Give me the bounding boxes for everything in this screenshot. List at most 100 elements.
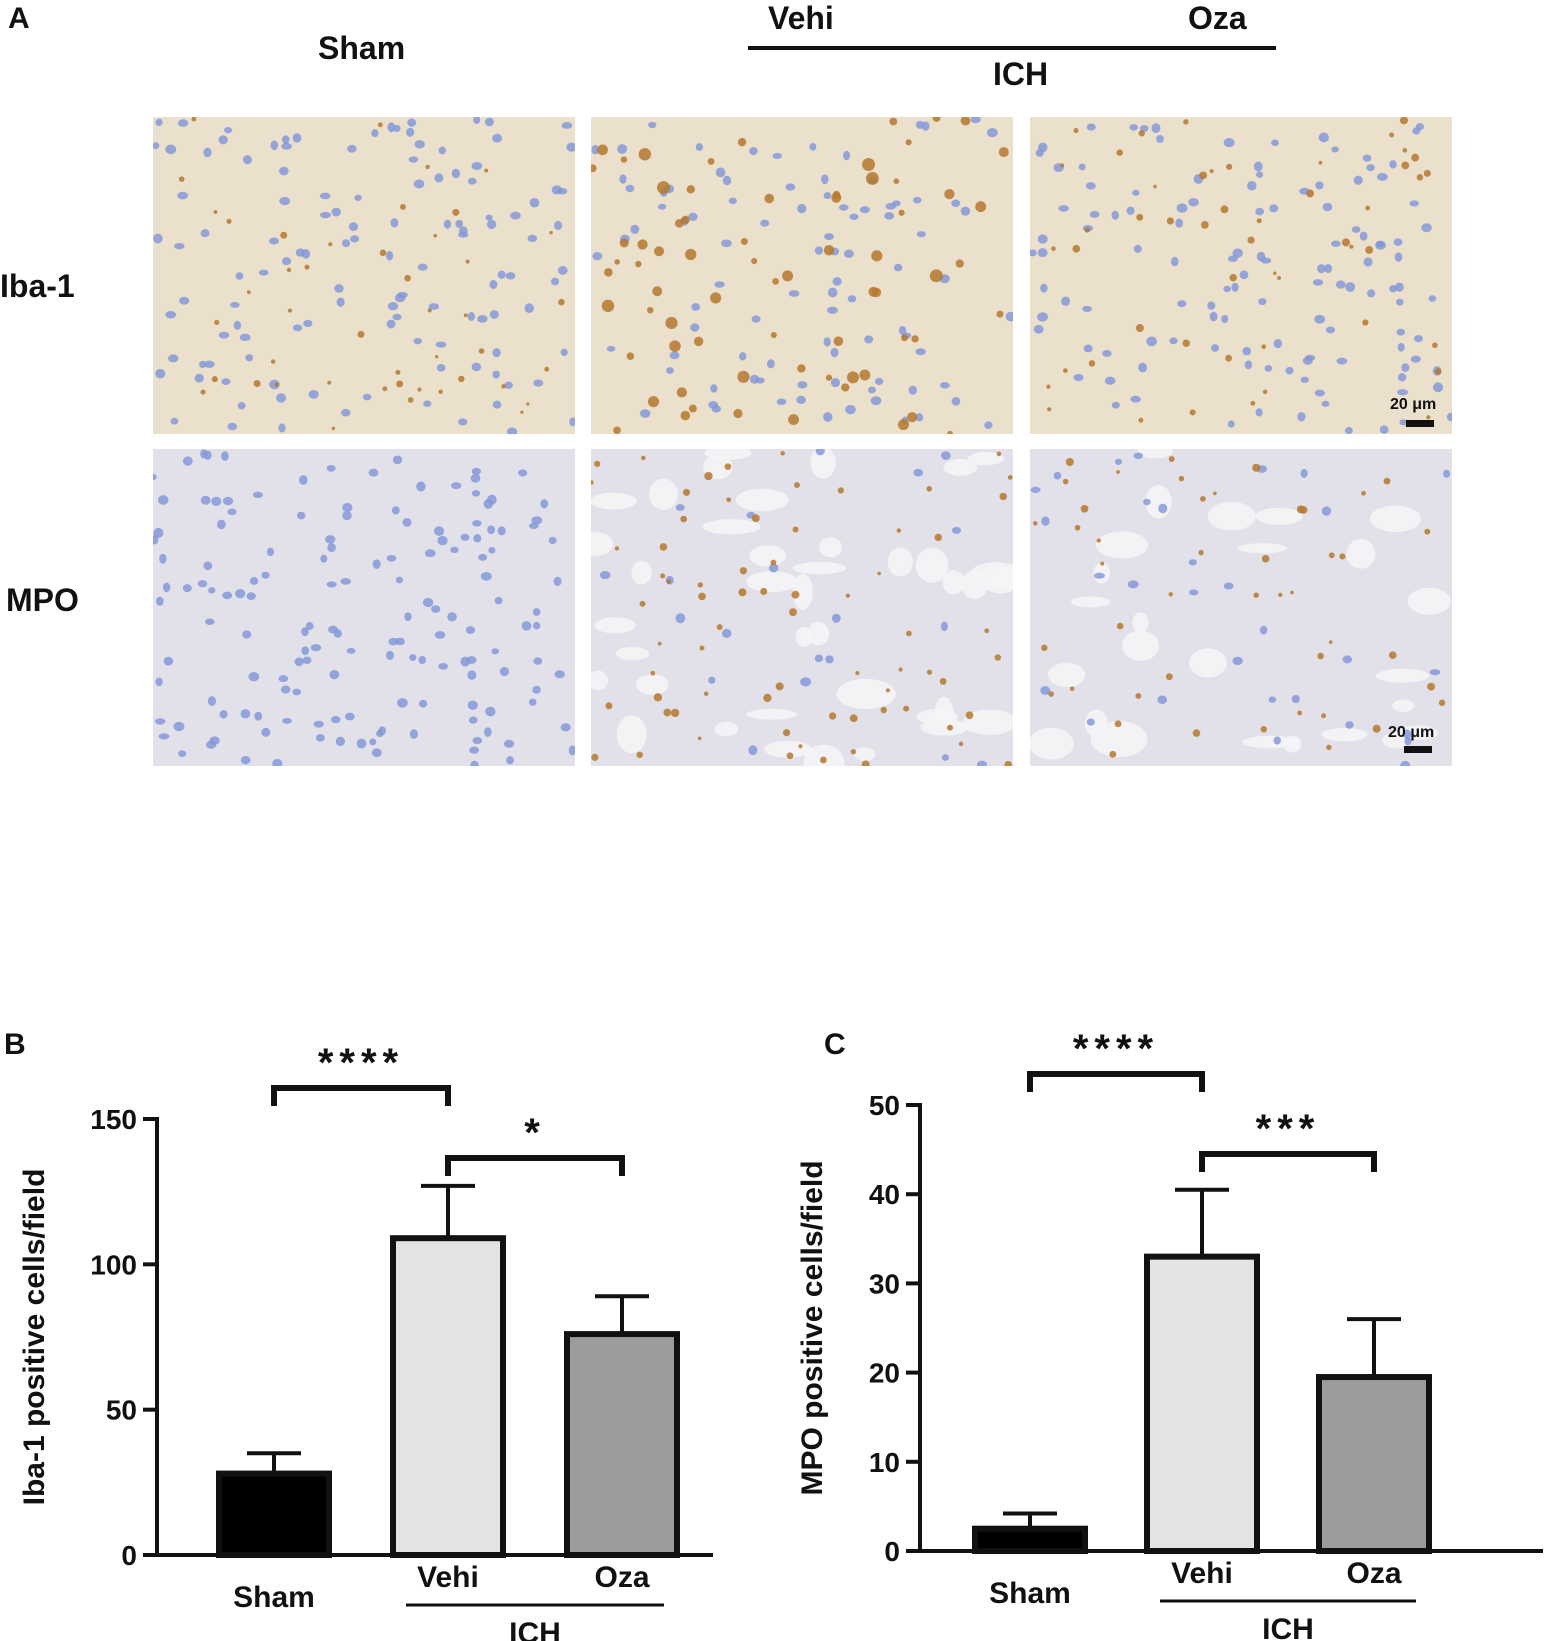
ich-group-label: ICH bbox=[509, 1617, 561, 1641]
micrograph-vehi-mpo-nucleus bbox=[941, 754, 949, 761]
micrograph-sham-iba1-nucleus bbox=[334, 284, 344, 293]
micrograph-vehi-iba1-stained-cell bbox=[905, 139, 912, 146]
micrograph-oza-mpo-nucleus bbox=[1291, 694, 1300, 704]
micrograph-vehi-mpo-nucleus bbox=[815, 449, 825, 456]
micrograph-sham-mpo-nucleus bbox=[372, 559, 381, 569]
micrograph-vehi-mpo-stained-cell bbox=[697, 736, 702, 741]
micrograph-oza-mpo-nucleus bbox=[1342, 655, 1353, 664]
significance-bracket bbox=[1199, 1151, 1377, 1172]
micrograph-vehi-mpo-stained-cell bbox=[1004, 760, 1013, 766]
micrograph-oza-mpo-nucleus bbox=[1041, 516, 1050, 526]
micrograph-vehi-mpo-stained-cell bbox=[820, 756, 827, 764]
micrograph-vehi-mpo-nucleus bbox=[748, 745, 758, 756]
micrograph-vehi-iba1-stained-cell bbox=[947, 430, 953, 434]
micrograph-vehi-iba1-nucleus bbox=[592, 252, 603, 261]
micrograph-vehi-iba1-stained-cell bbox=[601, 299, 615, 313]
micrograph-vehi-mpo-nucleus bbox=[599, 570, 611, 580]
micrograph-oza-mpo-clear-area bbox=[1047, 662, 1086, 688]
micrograph-vehi-iba1-stained-cell bbox=[620, 156, 628, 163]
micrograph-sham-iba1-nucleus bbox=[417, 263, 428, 271]
row-label-mpo: MPO bbox=[6, 582, 79, 618]
micrograph-oza-mpo-stained-cell bbox=[1383, 477, 1391, 485]
micrograph-oza-iba1-nucleus bbox=[1207, 301, 1216, 310]
micrograph-oza-iba1-stained-cell bbox=[1349, 244, 1354, 249]
micrograph-oza-iba1-nucleus bbox=[1336, 357, 1348, 365]
micrograph-vehi-mpo-stained-cell bbox=[751, 514, 760, 523]
micrograph-sham-iba1-stained-cell bbox=[270, 359, 276, 364]
micrograph-sham-mpo-nucleus bbox=[409, 654, 417, 661]
micrograph-sham-iba1-nucleus bbox=[199, 360, 207, 369]
micrograph-sham-mpo-nucleus bbox=[467, 700, 478, 710]
micrograph-sham-iba1-nucleus bbox=[174, 242, 185, 250]
micrograph-sham-iba1-nucleus bbox=[458, 418, 468, 426]
significance-label: * bbox=[524, 1111, 546, 1155]
micrograph-oza-mpo-clear-area bbox=[1122, 630, 1160, 661]
micrograph-sham-mpo-nucleus bbox=[326, 464, 336, 472]
micrograph-vehi-iba1-nucleus bbox=[688, 212, 698, 221]
micrograph-sham-iba1-nucleus bbox=[200, 229, 210, 238]
micrograph-vehi-mpo-nucleus bbox=[940, 451, 951, 460]
micrograph-vehi-iba1-stained-cell bbox=[737, 137, 747, 147]
micrograph-sham-iba1-stained-cell bbox=[379, 249, 387, 257]
micrograph-oza-iba1-stained-cell bbox=[1416, 174, 1424, 181]
y-tick-label: 150 bbox=[90, 1104, 137, 1135]
x-tick-label: Vehi bbox=[1171, 1557, 1233, 1590]
micrograph-sham-iba1-stained-cell bbox=[246, 290, 251, 295]
micrograph-oza-iba1-nucleus bbox=[1111, 401, 1120, 409]
micrograph-vehi-mpo-stained-cell bbox=[947, 724, 953, 731]
micrograph-vehi-mpo-stained-cell bbox=[855, 671, 860, 676]
micrograph-vehi-iba1-nucleus bbox=[939, 382, 950, 389]
micrograph-oza-iba1-nucleus bbox=[1126, 206, 1135, 216]
micrograph-oza-iba1-nucleus bbox=[1037, 234, 1048, 244]
micrograph-vehi-mpo-stained-cell bbox=[898, 667, 903, 672]
micrograph-sham-mpo-nucleus bbox=[437, 535, 448, 546]
micrograph-oza-mpo-stained-cell bbox=[1328, 552, 1335, 559]
micrograph-sham-iba1-stained-cell bbox=[377, 122, 383, 128]
micrograph-vehi-iba1-nucleus bbox=[849, 213, 859, 220]
micrograph-vehi-mpo-stained-cell bbox=[877, 571, 881, 576]
micrograph-oza-iba1-stained-cell bbox=[1046, 384, 1051, 389]
micrograph-sham-iba1-stained-cell bbox=[331, 426, 336, 431]
micrograph-vehi-iba1-stained-cell bbox=[871, 250, 883, 262]
micrograph-sham-mpo-nucleus bbox=[434, 631, 446, 639]
micrograph-sham-iba1-nucleus bbox=[153, 142, 160, 150]
micrograph-oza-iba1-nucleus bbox=[1146, 336, 1157, 347]
micrograph-sham-mpo-nucleus bbox=[206, 740, 217, 749]
micrograph-sham-iba1-stained-cell bbox=[526, 402, 530, 406]
micrograph-vehi-iba1-nucleus bbox=[913, 196, 922, 204]
micrograph-sham-iba1-nucleus bbox=[497, 270, 506, 279]
micrograph-oza-mpo-stained-cell bbox=[1252, 463, 1261, 472]
micrograph-oza-iba1-stained-cell bbox=[1200, 221, 1209, 229]
micrograph-sham-iba1-nucleus bbox=[245, 354, 254, 362]
micrograph-sham-mpo-nucleus bbox=[471, 467, 481, 476]
micrograph-sham-iba1-nucleus bbox=[362, 393, 372, 401]
micrograph-sham-iba1-nucleus bbox=[350, 235, 360, 243]
micrograph-sham-mpo-nucleus bbox=[472, 520, 482, 527]
micrograph-vehi-mpo-stained-cell bbox=[999, 492, 1007, 501]
micrograph-vehi-mpo-clear-area bbox=[648, 478, 679, 510]
micrograph-vehi-iba1-nucleus bbox=[785, 183, 796, 191]
micrograph-sham-mpo-nucleus bbox=[211, 496, 222, 507]
micrograph-oza-mpo-stained-cell bbox=[1074, 524, 1081, 531]
micrograph-vehi-iba1-nucleus bbox=[821, 174, 829, 185]
micrograph-sham-iba1-nucleus bbox=[485, 214, 493, 221]
micrograph-oza-iba1-stained-cell bbox=[1189, 409, 1196, 416]
micrograph-sham-mpo-nucleus bbox=[470, 760, 479, 766]
micrograph-oza-mpo-stained-cell bbox=[1388, 651, 1397, 660]
micrograph-sham-iba1-stained-cell bbox=[433, 233, 438, 238]
micrograph-sham-mpo-background bbox=[153, 449, 575, 766]
micrograph-oza-iba1-nucleus bbox=[1315, 181, 1324, 190]
micrograph-sham-mpo-nucleus bbox=[472, 736, 483, 745]
micrograph-sham-mpo-nucleus bbox=[369, 738, 377, 746]
micrograph-sham-iba1-nucleus bbox=[492, 348, 501, 358]
significance-label: *** bbox=[1256, 1107, 1321, 1151]
micrograph-vehi-iba1-nucleus bbox=[669, 351, 680, 360]
ich-group-label: ICH bbox=[1262, 1613, 1314, 1641]
y-axis-label: MPO positive cells/field bbox=[796, 1160, 829, 1495]
micrograph-sham-mpo-nucleus bbox=[292, 688, 301, 696]
micrograph-vehi-iba1-nucleus bbox=[838, 204, 849, 211]
micrograph-vehi-iba1-stained-cell bbox=[893, 178, 900, 185]
micrograph-sham-mpo-svg bbox=[153, 449, 575, 766]
micrograph-sham-mpo-nucleus bbox=[438, 662, 448, 670]
micrograph-vehi-iba1-nucleus bbox=[832, 277, 842, 286]
